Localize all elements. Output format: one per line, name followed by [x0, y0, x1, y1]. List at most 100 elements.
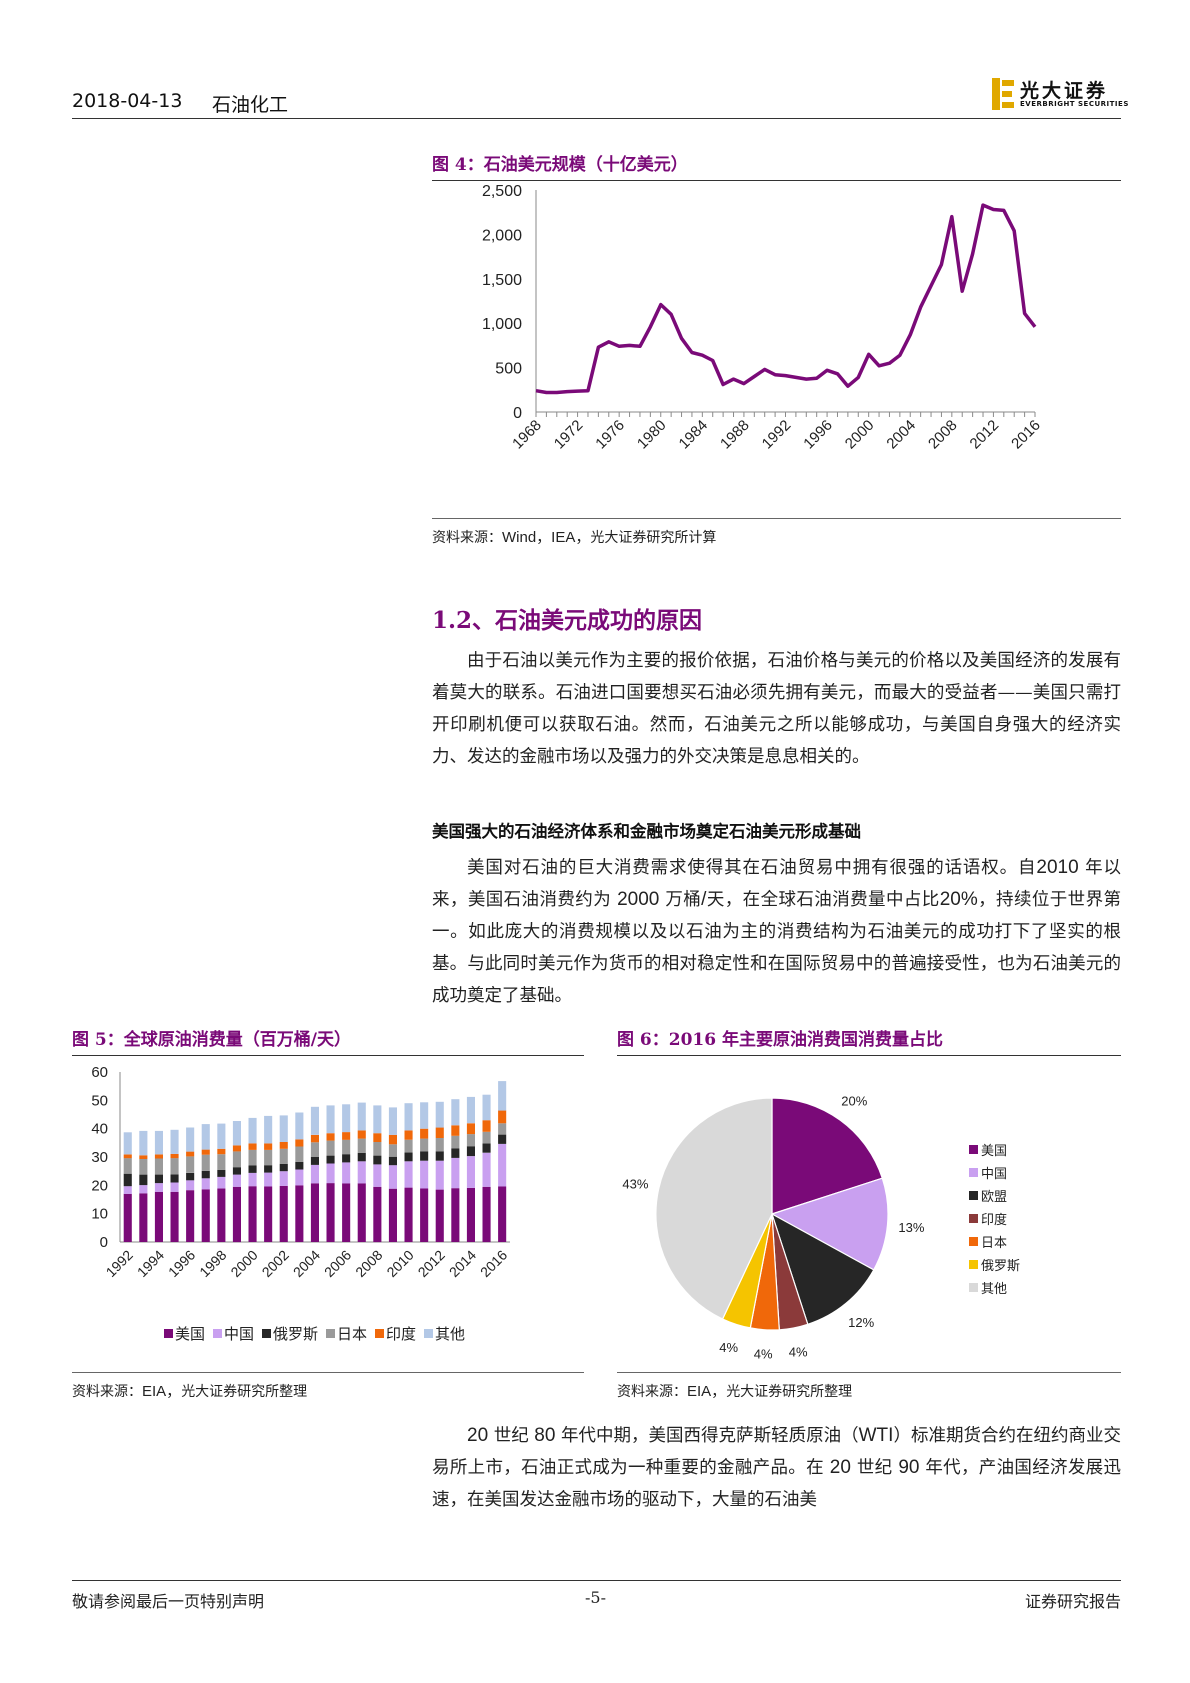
- y-tick-label: 2,500: [482, 184, 522, 200]
- pie-data-label: 4%: [789, 1345, 808, 1360]
- bar-segment: [264, 1143, 273, 1150]
- x-tick-label: 2000: [227, 1247, 260, 1280]
- bar-segment: [186, 1190, 195, 1242]
- p2-seg: ，持续位于世界第一。如此庞大的消费规模以及以石油为主的消费结构为石油美元的成功打…: [432, 890, 1121, 1006]
- bar-segment: [186, 1172, 195, 1181]
- bar-segment: [310, 1164, 319, 1184]
- bar-segment: [232, 1151, 241, 1168]
- bar-segment: [435, 1138, 444, 1152]
- pie-slice: [770, 1177, 889, 1271]
- fig6-bottom-rule: [617, 1372, 1121, 1373]
- bar-segment: [123, 1193, 132, 1242]
- bar-segment: [170, 1158, 179, 1175]
- bar-segment: [123, 1186, 132, 1194]
- bar-segment: [388, 1134, 397, 1145]
- bar-segment: [217, 1148, 226, 1155]
- fig5-source: 资料来源：EIA，光大证券研究所整理: [72, 1380, 307, 1401]
- bar-segment: [248, 1172, 257, 1187]
- bar-segment: [264, 1149, 273, 1166]
- bar-segment: [498, 1123, 507, 1135]
- p2-num-2000: 2000: [617, 889, 660, 910]
- bar-segment: [435, 1127, 444, 1138]
- bar-segment: [264, 1165, 273, 1173]
- bar-segment: [264, 1186, 273, 1242]
- cp-seg: 世纪: [488, 1426, 535, 1446]
- bar-segment: [186, 1156, 195, 1173]
- legend-swatch: [969, 1237, 978, 1246]
- bar-segment: [342, 1139, 351, 1155]
- bar-segment: [248, 1186, 257, 1242]
- bar-segment: [482, 1186, 491, 1243]
- fig5-source-label: 资料来源：: [72, 1384, 142, 1400]
- footer-disclaimer-link[interactable]: 敬请参阅最后一页特别声明: [72, 1592, 265, 1611]
- bar-segment: [310, 1142, 319, 1157]
- bar-segment: [435, 1189, 444, 1242]
- p2-seg: 美国对石油的巨大消费需求使得其在石油贸易中拥有很强的话语权。自: [467, 858, 1037, 878]
- section-heading: 1.2、石油美元成功的原因: [432, 607, 703, 634]
- x-tick-label: 2010: [383, 1247, 416, 1280]
- cp-seg: 世纪: [850, 1458, 899, 1478]
- bar-segment: [435, 1160, 444, 1190]
- bar-segment: [170, 1191, 179, 1242]
- bar-segment: [264, 1172, 273, 1187]
- bar-segment: [170, 1182, 179, 1192]
- report-date: 2018-04-13: [72, 90, 183, 112]
- bar-segment: [388, 1165, 397, 1189]
- legend-label: 印度: [386, 1326, 416, 1343]
- x-tick-label: 1992: [759, 417, 795, 453]
- legend-swatch: [969, 1214, 978, 1223]
- x-tick-label: 2002: [259, 1247, 292, 1280]
- legend-swatch: [326, 1329, 335, 1338]
- bar-segment: [498, 1186, 507, 1242]
- bar-segment: [123, 1173, 132, 1187]
- bar-segment: [482, 1131, 491, 1144]
- fig6-source: 资料来源：EIA，光大证券研究所整理: [617, 1380, 852, 1401]
- pie-data-label: 4%: [719, 1340, 738, 1355]
- legend-label: 其他: [981, 1281, 1007, 1296]
- bar-segment: [466, 1156, 475, 1188]
- bar-segment: [201, 1178, 210, 1190]
- legend-label: 中国: [224, 1326, 254, 1343]
- bar-segment: [248, 1117, 257, 1144]
- bar-segment: [154, 1158, 163, 1175]
- bar-segment: [451, 1148, 460, 1158]
- pie-data-label: 20%: [841, 1094, 867, 1109]
- bar-segment: [279, 1185, 288, 1242]
- bar-segment: [342, 1132, 351, 1140]
- legend-label: 俄罗斯: [273, 1326, 318, 1343]
- bar-segment: [404, 1161, 413, 1188]
- bar-segment: [404, 1152, 413, 1162]
- bar-segment: [279, 1115, 288, 1142]
- bar-segment: [170, 1153, 179, 1159]
- legend-swatch: [969, 1145, 978, 1154]
- x-tick-label: 1980: [634, 417, 670, 453]
- bar-segment: [388, 1156, 397, 1166]
- fig4-source-names: Wind，IEA，: [502, 529, 591, 546]
- bar-segment: [466, 1134, 475, 1147]
- bar-segment: [451, 1188, 460, 1242]
- bar-segment: [154, 1191, 163, 1242]
- x-tick-label: 2006: [321, 1247, 354, 1280]
- footer-report-type: 证券研究报告: [1025, 1592, 1122, 1611]
- bar-segment: [279, 1148, 288, 1164]
- y-tick-label: 60: [91, 1064, 108, 1081]
- bar-segment: [139, 1159, 148, 1175]
- bar-segment: [310, 1134, 319, 1143]
- p2-seg: 年以来，美国石油消费约为: [432, 858, 1121, 910]
- cp-seg: 年代，产油国经济发展迅速，在美国发达金融市场的驱动下，大量的石油美: [432, 1458, 1121, 1510]
- bar-segment: [201, 1189, 210, 1242]
- bar-segment: [201, 1170, 210, 1179]
- bar-segment: [154, 1183, 163, 1192]
- p2-num-20pct: 20%: [939, 889, 978, 910]
- bar-segment: [326, 1183, 335, 1242]
- bar-segment: [373, 1155, 382, 1165]
- legend-swatch: [969, 1283, 978, 1292]
- bar-segment: [498, 1110, 507, 1124]
- fig5-title: 图 5：全球原油消费量（百万桶/天）: [72, 1030, 351, 1050]
- x-tick-label: 2004: [883, 417, 919, 453]
- legend-label: 美国: [175, 1326, 205, 1343]
- fig4-source-rest: 光大证券研究所计算: [590, 530, 717, 546]
- y-tick-label: 40: [91, 1121, 108, 1138]
- fig6-source-label: 资料来源：: [617, 1384, 687, 1400]
- bar-segment: [248, 1149, 257, 1166]
